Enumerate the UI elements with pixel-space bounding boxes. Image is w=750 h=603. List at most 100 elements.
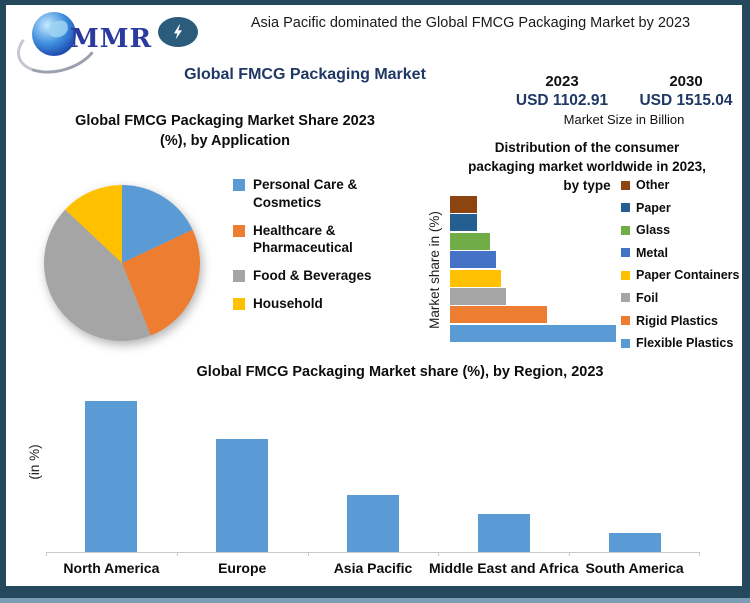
legend-label: Household [253, 296, 323, 312]
region-bar-chart-title: Global FMCG Packaging Market share (%), … [196, 364, 604, 380]
x-label-europe: Europe [218, 560, 267, 576]
market-value-2030: USD 1515.04 [639, 92, 733, 109]
bar-metal [450, 251, 496, 269]
legend-item-flexible-plastics: Flexible Plastics [621, 336, 747, 350]
x-label-south-america: South America [585, 560, 684, 576]
legend-label: Other [636, 178, 670, 192]
legend-swatch-personal-care-cosmetics [233, 179, 245, 191]
axis-tick [438, 552, 440, 556]
pie-chart-title: Global FMCG Packaging Market Share 2023 … [55, 112, 395, 151]
logo-text: MMR [70, 24, 153, 54]
pie-title-line2: (%), by Application [160, 132, 290, 149]
type-bar-chart-title: Distribution of the consumer packaging m… [437, 139, 737, 196]
application-pie-chart [44, 185, 201, 341]
bar-asia-pacific [347, 495, 399, 552]
bar-paper-containers [450, 269, 501, 287]
axis-tick [307, 552, 309, 556]
banner-headline: Asia Pacific dominated the Global FMCG P… [250, 15, 691, 31]
legend-item-food-beverages: Food & Beverages [233, 267, 401, 285]
legend-label: Rigid Plastics [636, 313, 718, 328]
type-bar-chart-plot [450, 196, 630, 343]
legend-item-household: Household [233, 295, 401, 313]
hbar-title-line2: packaging market worldwide in 2023, [468, 158, 706, 174]
legend-swatch-rigid-plastics [621, 316, 630, 326]
region-axis-labels: North America Europe Asia Pacific Middle Ea… [46, 560, 700, 576]
bar-europe [216, 438, 269, 552]
x-label-north-america: North America [63, 560, 160, 576]
market-size-block: 2023 USD 1102.91 2030 USD 1515.04 Market… [500, 73, 748, 127]
bar-rigid-plastics [450, 306, 547, 324]
bar-paper [450, 214, 477, 232]
mmr-logo: MMR [10, 8, 154, 83]
axis-tick [176, 552, 178, 556]
bar-other [450, 196, 477, 213]
hbar-title-line3: by type [563, 177, 611, 193]
axis-tick [46, 552, 47, 556]
bar-middle-east-and-africa [477, 514, 530, 552]
pie-slice-household [65, 185, 122, 263]
axis-tick [699, 552, 700, 556]
market-size-2023: 2023 USD 1102.91 [500, 73, 624, 110]
x-label-asia-pacific: Asia Pacific [333, 560, 413, 576]
pie-slice-healthcare-pharmaceutical [122, 229, 201, 336]
legend-swatch-flexible-plastics [621, 338, 630, 348]
bar-row-metal [450, 251, 630, 269]
bar-row-paper-containers [450, 269, 630, 287]
legend-label: Flexible Plastics [636, 336, 734, 351]
hbar-y-axis-label: Market share in (%) [427, 211, 442, 329]
bottom-accent-strip [0, 598, 750, 603]
legend-item-paper-containers: Paper Containers [621, 268, 747, 282]
legend-swatch-food-beverages [233, 270, 245, 283]
bar-row-paper [450, 214, 630, 232]
bar-row-rigid-plastics [450, 306, 630, 324]
pie-legend: Personal Care & Cosmetics Healthcare & Ph… [233, 176, 401, 323]
legend-label: Food & Beverages [253, 268, 372, 284]
legend-label: Glass [636, 223, 671, 238]
pie-slice-personal-care-cosmetics [122, 185, 193, 263]
legend-swatch-glass [621, 225, 630, 235]
pie-slice-food-beverages [44, 209, 151, 341]
vbar-y-axis-label: (in %) [27, 444, 42, 480]
lightning-bolt-glyph [174, 24, 182, 40]
bar-row-foil [450, 287, 630, 305]
legend-item-foil: Foil [621, 291, 747, 305]
region-bar-chart-plot [46, 382, 700, 556]
globe-icon [32, 12, 76, 56]
legend-item-other: Other [621, 178, 747, 192]
legend-item-metal: Metal [621, 246, 747, 260]
globe-landmass-icon [46, 19, 70, 39]
legend-label: Personal Care & Cosmetics [253, 177, 358, 210]
legend-label: Paper Containers [636, 268, 740, 283]
year-label: 2030 [669, 73, 703, 90]
x-label-middle-east-and-africa: Middle East and Africa [428, 560, 579, 576]
bar-south-america [608, 533, 661, 552]
legend-label: Healthcare & Pharmaceutical [253, 222, 353, 256]
legend-swatch-other [621, 180, 630, 190]
year-label: 2023 [545, 73, 579, 90]
market-size-caption: Market Size in Billion [563, 112, 685, 127]
pie-title-line1: Global FMCG Packaging Market Share 2023 [75, 113, 375, 129]
legend-swatch-household [233, 298, 245, 311]
bar-glass [450, 232, 491, 250]
type-bar-chart-legend: Other Paper Glass Metal Paper Containers Foil… [621, 178, 747, 359]
legend-item-paper: Paper [621, 201, 747, 215]
legend-item-healthcare-pharmaceutical: Healthcare & Pharmaceutical [233, 222, 401, 258]
market-size-2030: 2030 USD 1515.04 [624, 73, 748, 110]
bar-row-other [450, 196, 630, 213]
legend-swatch-metal [621, 248, 630, 258]
legend-item-rigid-plastics: Rigid Plastics [621, 314, 747, 328]
bar-foil [450, 287, 507, 305]
bar-row-flexible-plastics [450, 324, 630, 342]
market-value-2023: USD 1102.91 [515, 92, 609, 109]
axis-tick [569, 552, 571, 556]
legend-swatch-healthcare-pharmaceutical [233, 224, 245, 237]
lightning-icon [158, 17, 198, 47]
hbar-title-line1: Distribution of the consumer [494, 140, 680, 155]
legend-label: Metal [636, 245, 668, 260]
legend-swatch-foil [621, 293, 630, 303]
legend-label: Paper [636, 200, 671, 215]
legend-item-glass: Glass [621, 223, 747, 237]
page-title: Global FMCG Packaging Market [184, 66, 426, 83]
legend-label: Foil [636, 290, 659, 305]
